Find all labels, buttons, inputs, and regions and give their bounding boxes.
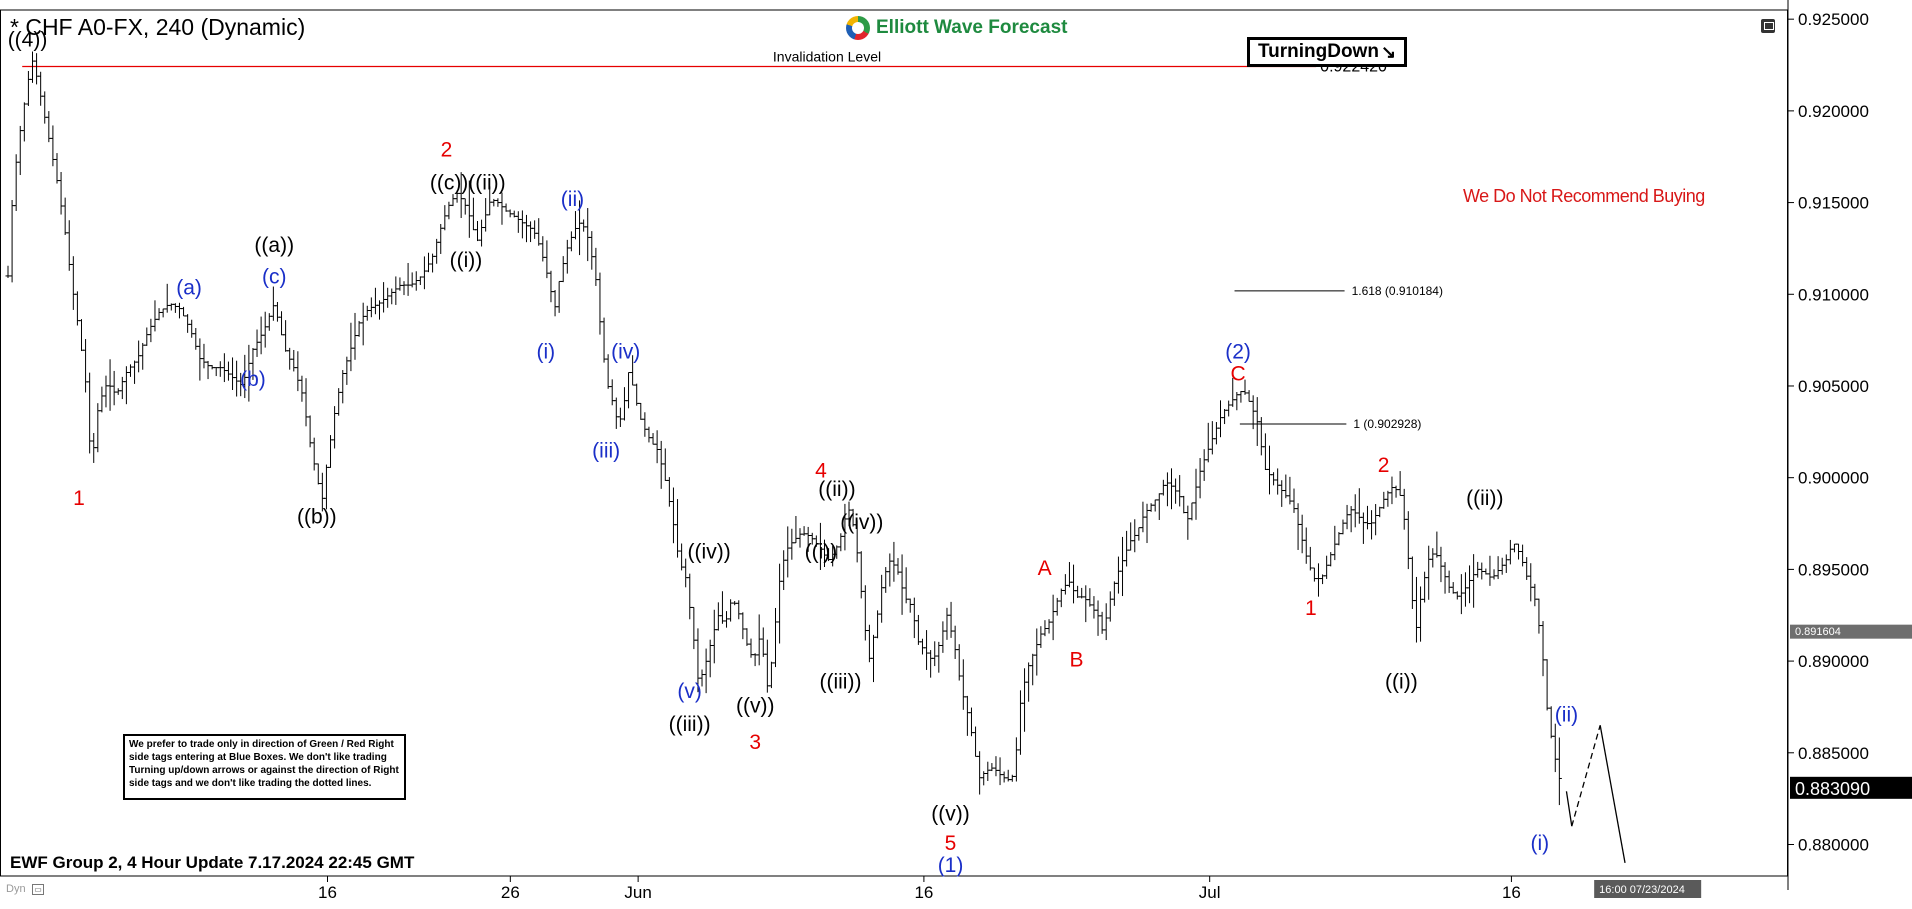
- x-tick-label: 16: [1502, 883, 1521, 902]
- wave-label: (ii): [561, 188, 584, 211]
- wave-label: (iii): [592, 440, 620, 463]
- wave-label: 2: [1378, 454, 1390, 477]
- wave-label: 4: [815, 460, 827, 483]
- wave-label: (2): [1225, 340, 1251, 363]
- wave-label: A: [1038, 557, 1052, 580]
- down-right-arrow-icon: ↘: [1380, 41, 1397, 62]
- cursor-date-box: [1594, 880, 1702, 898]
- wave-label: ((v)): [736, 694, 774, 717]
- wave-label: (c): [262, 265, 287, 288]
- brand-name: Elliott Wave Forecast: [876, 17, 1068, 38]
- wave-label: (1): [938, 854, 964, 877]
- wave-label: (b): [240, 368, 266, 391]
- price-tag-label: 0.891604: [1795, 626, 1841, 638]
- wave-label: (a): [176, 276, 202, 299]
- x-tick-label: Jul: [1199, 883, 1221, 902]
- x-tick-label: 16: [318, 883, 337, 902]
- wave-label: ((i)): [805, 540, 838, 563]
- y-tick-label: 0.880000: [1798, 835, 1869, 854]
- wave-label: ((b)): [297, 506, 337, 529]
- cursor-date-label: 16:00 07/23/2024: [1599, 884, 1685, 896]
- price-tag-label: 0.883090: [1795, 779, 1870, 799]
- wave-label: ((v)): [931, 803, 969, 826]
- wave-label: (i): [536, 340, 555, 363]
- trading-note: We prefer to trade only in direction of …: [123, 734, 406, 800]
- y-tick-label: 0.895000: [1798, 560, 1869, 579]
- y-tick-label: 0.925000: [1798, 10, 1869, 29]
- elliott-wave-logo-icon: [846, 16, 870, 40]
- wave-label: ((ii)): [818, 478, 855, 501]
- wave-label: (iv): [611, 340, 640, 363]
- wave-label: ((i)): [450, 249, 483, 272]
- update-label: EWF Group 2, 4 Hour Update 7.17.2024 22:…: [10, 853, 415, 872]
- dyn-calendar-icon[interactable]: ▭: [32, 884, 44, 895]
- wave-label: 2: [441, 139, 453, 162]
- wave-label: ((a)): [254, 234, 294, 257]
- wave-label: ((iii)): [819, 671, 861, 694]
- window-restore-icon[interactable]: [1761, 19, 1775, 33]
- projection-path: [1599, 725, 1626, 863]
- wave-label: ((iv)): [688, 540, 731, 563]
- dyn-label: Dyn: [6, 883, 26, 895]
- wave-label: ((4)): [8, 29, 48, 52]
- wave-label: ((ii)): [1466, 487, 1503, 510]
- y-tick-label: 0.910000: [1798, 285, 1869, 304]
- y-tick-label: 0.915000: [1798, 194, 1869, 213]
- fib-level-label: 1.618 (0.910184): [1352, 284, 1443, 298]
- y-tick-label: 0.885000: [1798, 744, 1869, 763]
- price-tag-box: [1790, 624, 1912, 639]
- price-tag-box: [1790, 776, 1912, 799]
- x-tick-label: 16: [914, 883, 933, 902]
- projection-path: [1571, 725, 1601, 827]
- x-tick-label: Jun: [624, 883, 651, 902]
- turning-down-label: TurningDown: [1257, 41, 1379, 62]
- y-tick-label: 0.920000: [1798, 102, 1869, 121]
- chart-title: * CHF A0-FX, 240 (Dynamic): [10, 14, 306, 40]
- wave-label: 5: [945, 832, 957, 855]
- wave-label: 1: [73, 487, 85, 510]
- wave-label: C: [1230, 362, 1245, 385]
- invalidation-text: Invalidation Level: [773, 48, 881, 64]
- fib-level-label: 1 (0.902928): [1353, 417, 1421, 431]
- wave-label: ((iii)): [669, 713, 711, 736]
- wave-label: B: [1070, 649, 1084, 672]
- wave-label: (v): [677, 680, 702, 703]
- projection-path: [1565, 791, 1573, 827]
- y-tick-label: 0.900000: [1798, 469, 1869, 488]
- wave-label: (ii): [1555, 704, 1578, 727]
- wave-label: ((c))((ii)): [430, 172, 506, 195]
- y-tick-label: 0.905000: [1798, 377, 1869, 396]
- wave-label: 3: [749, 731, 761, 754]
- brand-logo: Elliott Wave Forecast: [846, 14, 1067, 42]
- recommendation-text: We Do Not Recommend Buying: [1463, 186, 1705, 206]
- x-tick-label: 26: [501, 883, 520, 902]
- wave-label: (i): [1530, 832, 1549, 855]
- wave-label: ((i)): [1385, 671, 1418, 694]
- wave-label: ((iv)): [840, 511, 883, 534]
- wave-label: 1: [1305, 597, 1317, 620]
- turning-down-badge: TurningDown ↘: [1247, 37, 1407, 67]
- y-tick-label: 0.890000: [1798, 652, 1869, 671]
